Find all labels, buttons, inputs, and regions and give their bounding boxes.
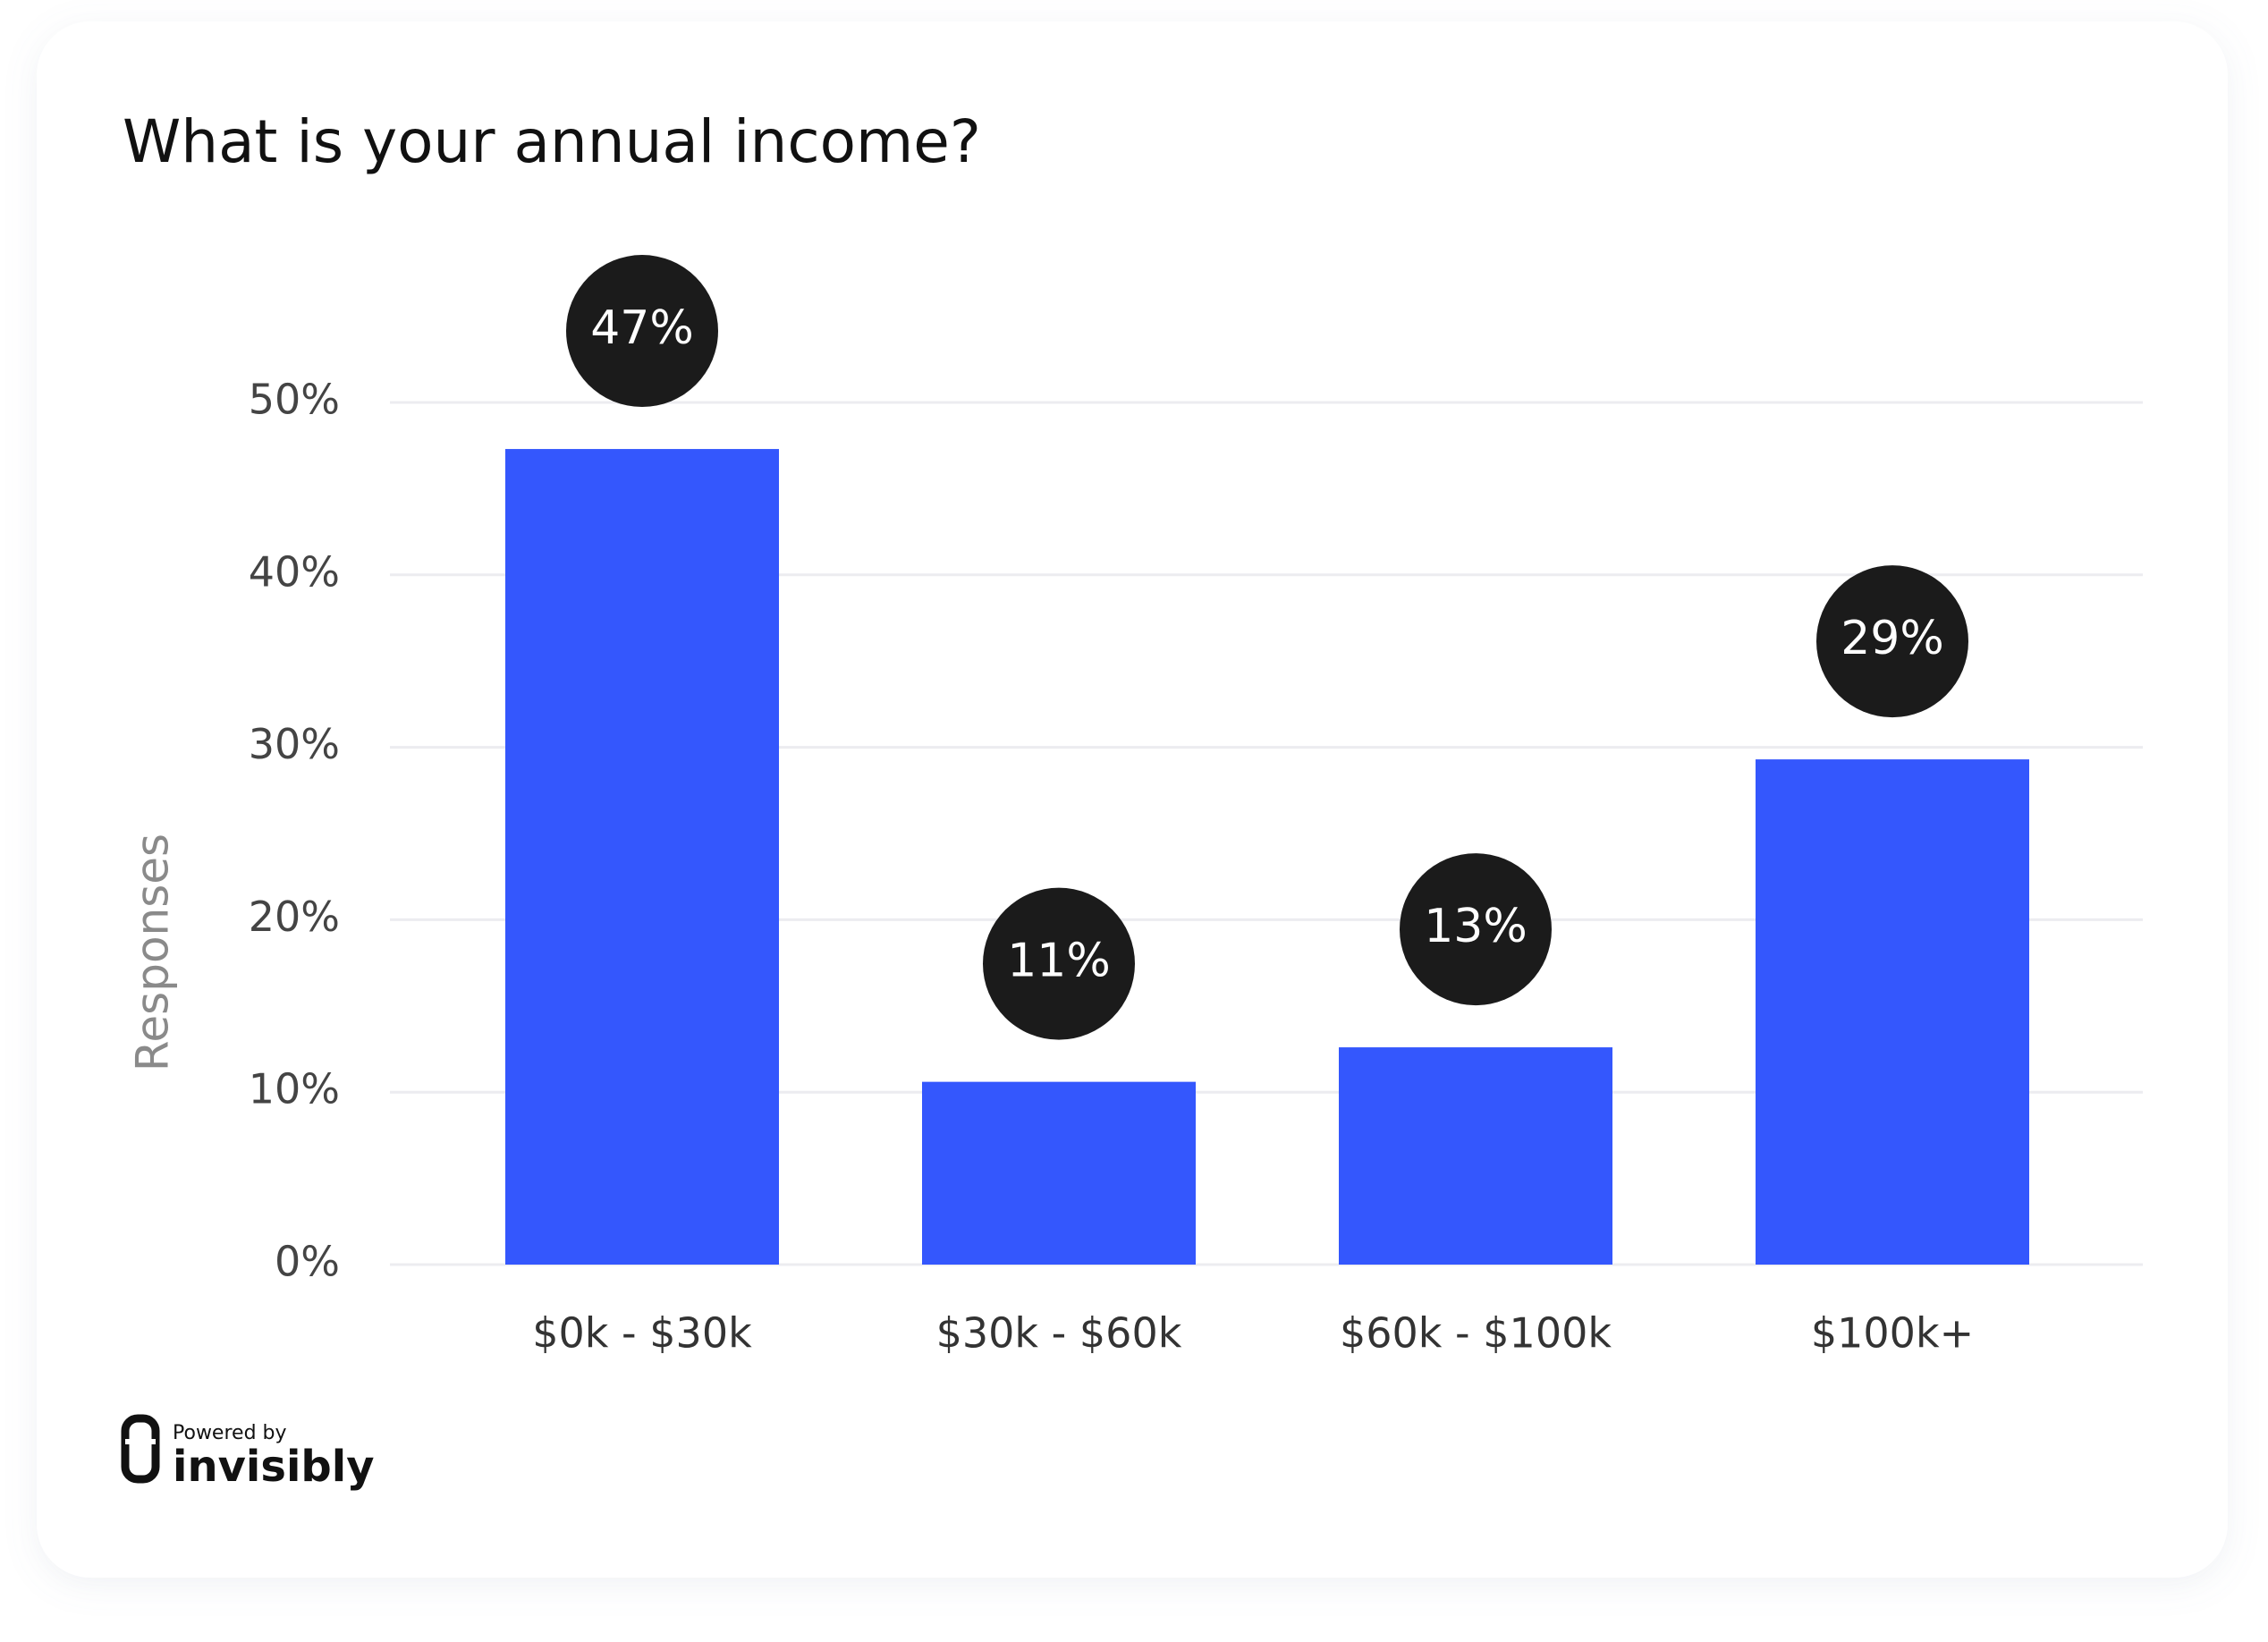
y-axis-label: Responses [127,834,179,1071]
value-bubble [983,887,1135,1040]
logo-name: invisibly [173,1442,375,1492]
y-tick-label: 10% [249,1065,340,1113]
bar [1339,1047,1612,1265]
bar [922,1081,1196,1265]
value-bubble [1816,565,1968,718]
y-tick-label: 30% [249,720,340,768]
value-bubble [1400,853,1552,1006]
x-tick-label: $60k - $100k [1340,1309,1612,1358]
logo-icon [121,1414,160,1484]
x-tick-label: $30k - $60k [936,1309,1182,1358]
value-label: 47% [590,301,694,355]
value-label: 13% [1424,900,1528,953]
logo: Powered by invisibly [121,1414,375,1492]
x-tick-label: $100k+ [1811,1309,1974,1358]
logo-caption: Powered by [173,1422,287,1444]
bar [505,449,779,1265]
value-bubble [566,255,718,408]
bar [1756,759,2029,1265]
y-tick-label: 20% [249,893,340,941]
chart-title: What is your annual income? [123,107,981,176]
x-tick-label: $0k - $30k [532,1309,752,1358]
value-label: 11% [1007,935,1111,988]
y-tick-label: 40% [249,547,340,596]
y-tick-label: 50% [249,376,340,424]
value-label: 29% [1841,612,1944,665]
y-tick-label: 0% [275,1238,340,1286]
